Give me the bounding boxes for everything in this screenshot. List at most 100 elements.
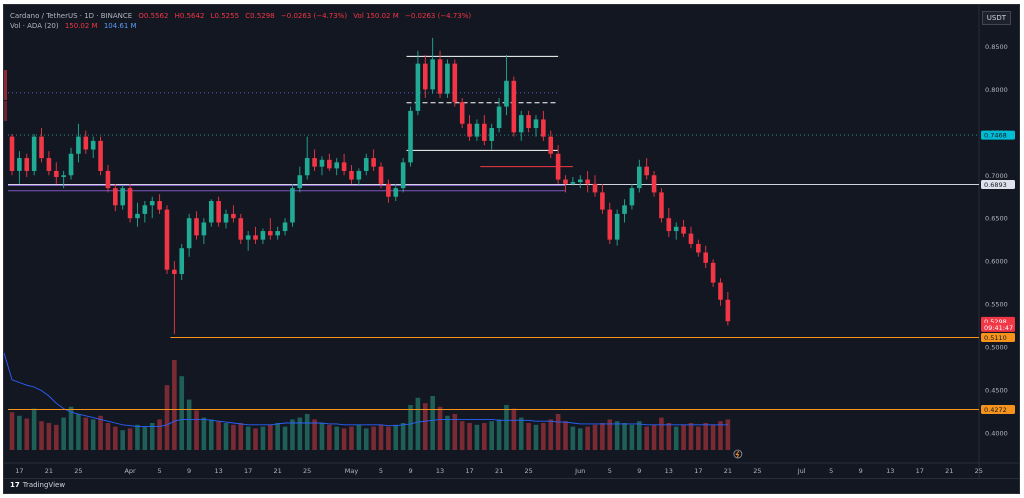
volume-bar bbox=[570, 426, 576, 450]
candle-body bbox=[76, 136, 81, 154]
time-tick-label: 13 bbox=[436, 467, 444, 475]
candle-body bbox=[349, 170, 354, 180]
event-lightning-icon[interactable] bbox=[733, 449, 743, 459]
candle-body bbox=[437, 59, 443, 94]
price-chart[interactable]: 0.85000.80000.75000.70000.65000.60000.55… bbox=[4, 5, 1020, 494]
volume-bar bbox=[504, 405, 509, 450]
candle-body bbox=[341, 162, 347, 171]
time-tick-label: 17 bbox=[15, 467, 23, 475]
price-label: 09:41:47 bbox=[984, 324, 1013, 332]
volume-bar bbox=[710, 424, 716, 450]
candle-body bbox=[149, 201, 155, 206]
volume-bar bbox=[98, 415, 103, 450]
volume-bar bbox=[371, 426, 376, 450]
candle-body bbox=[474, 123, 480, 137]
volume-bar bbox=[614, 421, 620, 450]
candle-body bbox=[548, 136, 554, 154]
volume-bar bbox=[31, 408, 37, 450]
volume-bar bbox=[467, 423, 472, 450]
volume-bar bbox=[157, 419, 162, 450]
volume-bar bbox=[327, 424, 332, 450]
volume-bar bbox=[637, 421, 642, 450]
price-label: 0.6893 bbox=[984, 181, 1007, 189]
volume-bar bbox=[548, 419, 554, 450]
price-label-box bbox=[981, 322, 1015, 332]
candle-body bbox=[231, 213, 236, 219]
candle-body bbox=[541, 119, 546, 137]
price-label: 0.5298 bbox=[984, 318, 1007, 326]
candle-body bbox=[61, 175, 66, 177]
volume-bar bbox=[135, 424, 140, 450]
candle-body bbox=[696, 243, 701, 253]
volume-bar bbox=[179, 376, 185, 450]
price-tick-label: 0.8000 bbox=[985, 86, 1008, 94]
volume-bar bbox=[105, 423, 111, 450]
time-tick-label: 17 bbox=[694, 467, 702, 475]
candle-body bbox=[408, 110, 413, 163]
volume-bar bbox=[696, 426, 701, 450]
volume-bar bbox=[290, 419, 295, 450]
volume-bar bbox=[629, 424, 635, 450]
volume-bar bbox=[489, 421, 494, 450]
volume-bar bbox=[703, 423, 709, 450]
volume-indicator-title[interactable]: Vol · ADA (20) bbox=[10, 22, 59, 30]
candle-body bbox=[725, 299, 731, 322]
time-tick-label: 25 bbox=[303, 467, 311, 475]
tradingview-brand: TradingView bbox=[22, 481, 66, 489]
volume-bar bbox=[312, 419, 317, 450]
candle-body bbox=[496, 106, 502, 129]
candle-body bbox=[120, 188, 125, 206]
candle-body bbox=[452, 63, 458, 103]
candle-body bbox=[415, 63, 421, 111]
chart-frame: 0.85000.80000.75000.70000.65000.60000.55… bbox=[3, 4, 1020, 494]
volume-bar bbox=[349, 426, 354, 450]
time-tick-label: 5 bbox=[158, 467, 162, 475]
time-tick-label: 9 bbox=[637, 467, 641, 475]
currency-selector[interactable]: USDT bbox=[981, 11, 1011, 25]
price-label-box bbox=[981, 333, 1015, 343]
candle-body bbox=[253, 235, 258, 240]
volume-change: −0.0263 (−4.73%) bbox=[405, 12, 472, 20]
symbol-title[interactable]: Cardano / TetherUS · 1D · BINANCE bbox=[10, 12, 133, 20]
time-tick-label: 17 bbox=[244, 467, 252, 475]
volume-bar bbox=[607, 419, 613, 450]
candle-body bbox=[673, 226, 679, 232]
volume-bar bbox=[253, 428, 258, 450]
volume-bar bbox=[127, 428, 133, 450]
price-label-box bbox=[981, 404, 1015, 414]
candle-body bbox=[17, 158, 22, 171]
time-tick-label: 25 bbox=[975, 467, 983, 475]
candle-body bbox=[592, 183, 598, 193]
candle-body bbox=[179, 248, 185, 274]
candle-body bbox=[378, 166, 384, 184]
volume-bar bbox=[452, 414, 458, 450]
candle-body bbox=[83, 136, 89, 150]
candle-body bbox=[386, 183, 391, 197]
candle-body bbox=[268, 231, 273, 236]
volume-bar bbox=[356, 424, 362, 450]
volume-bar bbox=[268, 424, 273, 450]
time-tick-label: 13 bbox=[665, 467, 673, 475]
time-tick-label: Apr bbox=[124, 467, 136, 475]
volume-bar bbox=[718, 421, 723, 450]
candle-body bbox=[577, 179, 583, 183]
volume-bar bbox=[334, 426, 340, 450]
candle-body bbox=[430, 59, 435, 90]
left-marker-upper bbox=[4, 70, 7, 100]
volume-bar bbox=[725, 419, 731, 450]
candle-body bbox=[201, 222, 207, 236]
candle-body bbox=[600, 192, 605, 210]
candle-body bbox=[282, 222, 288, 232]
volume-bar bbox=[90, 419, 96, 450]
volume-bar bbox=[238, 423, 244, 450]
candle-body bbox=[489, 128, 494, 141]
volume-bar bbox=[120, 430, 125, 450]
volume-bar bbox=[223, 423, 229, 450]
price-label: 0.4272 bbox=[984, 406, 1007, 414]
candle-body bbox=[127, 188, 133, 219]
candle-body bbox=[113, 188, 118, 206]
volume-bar bbox=[61, 417, 66, 450]
candle-body bbox=[238, 218, 244, 240]
tradingview-logo[interactable]: 17 TradingView bbox=[10, 481, 65, 489]
price-tick-label: 0.6000 bbox=[985, 258, 1008, 266]
